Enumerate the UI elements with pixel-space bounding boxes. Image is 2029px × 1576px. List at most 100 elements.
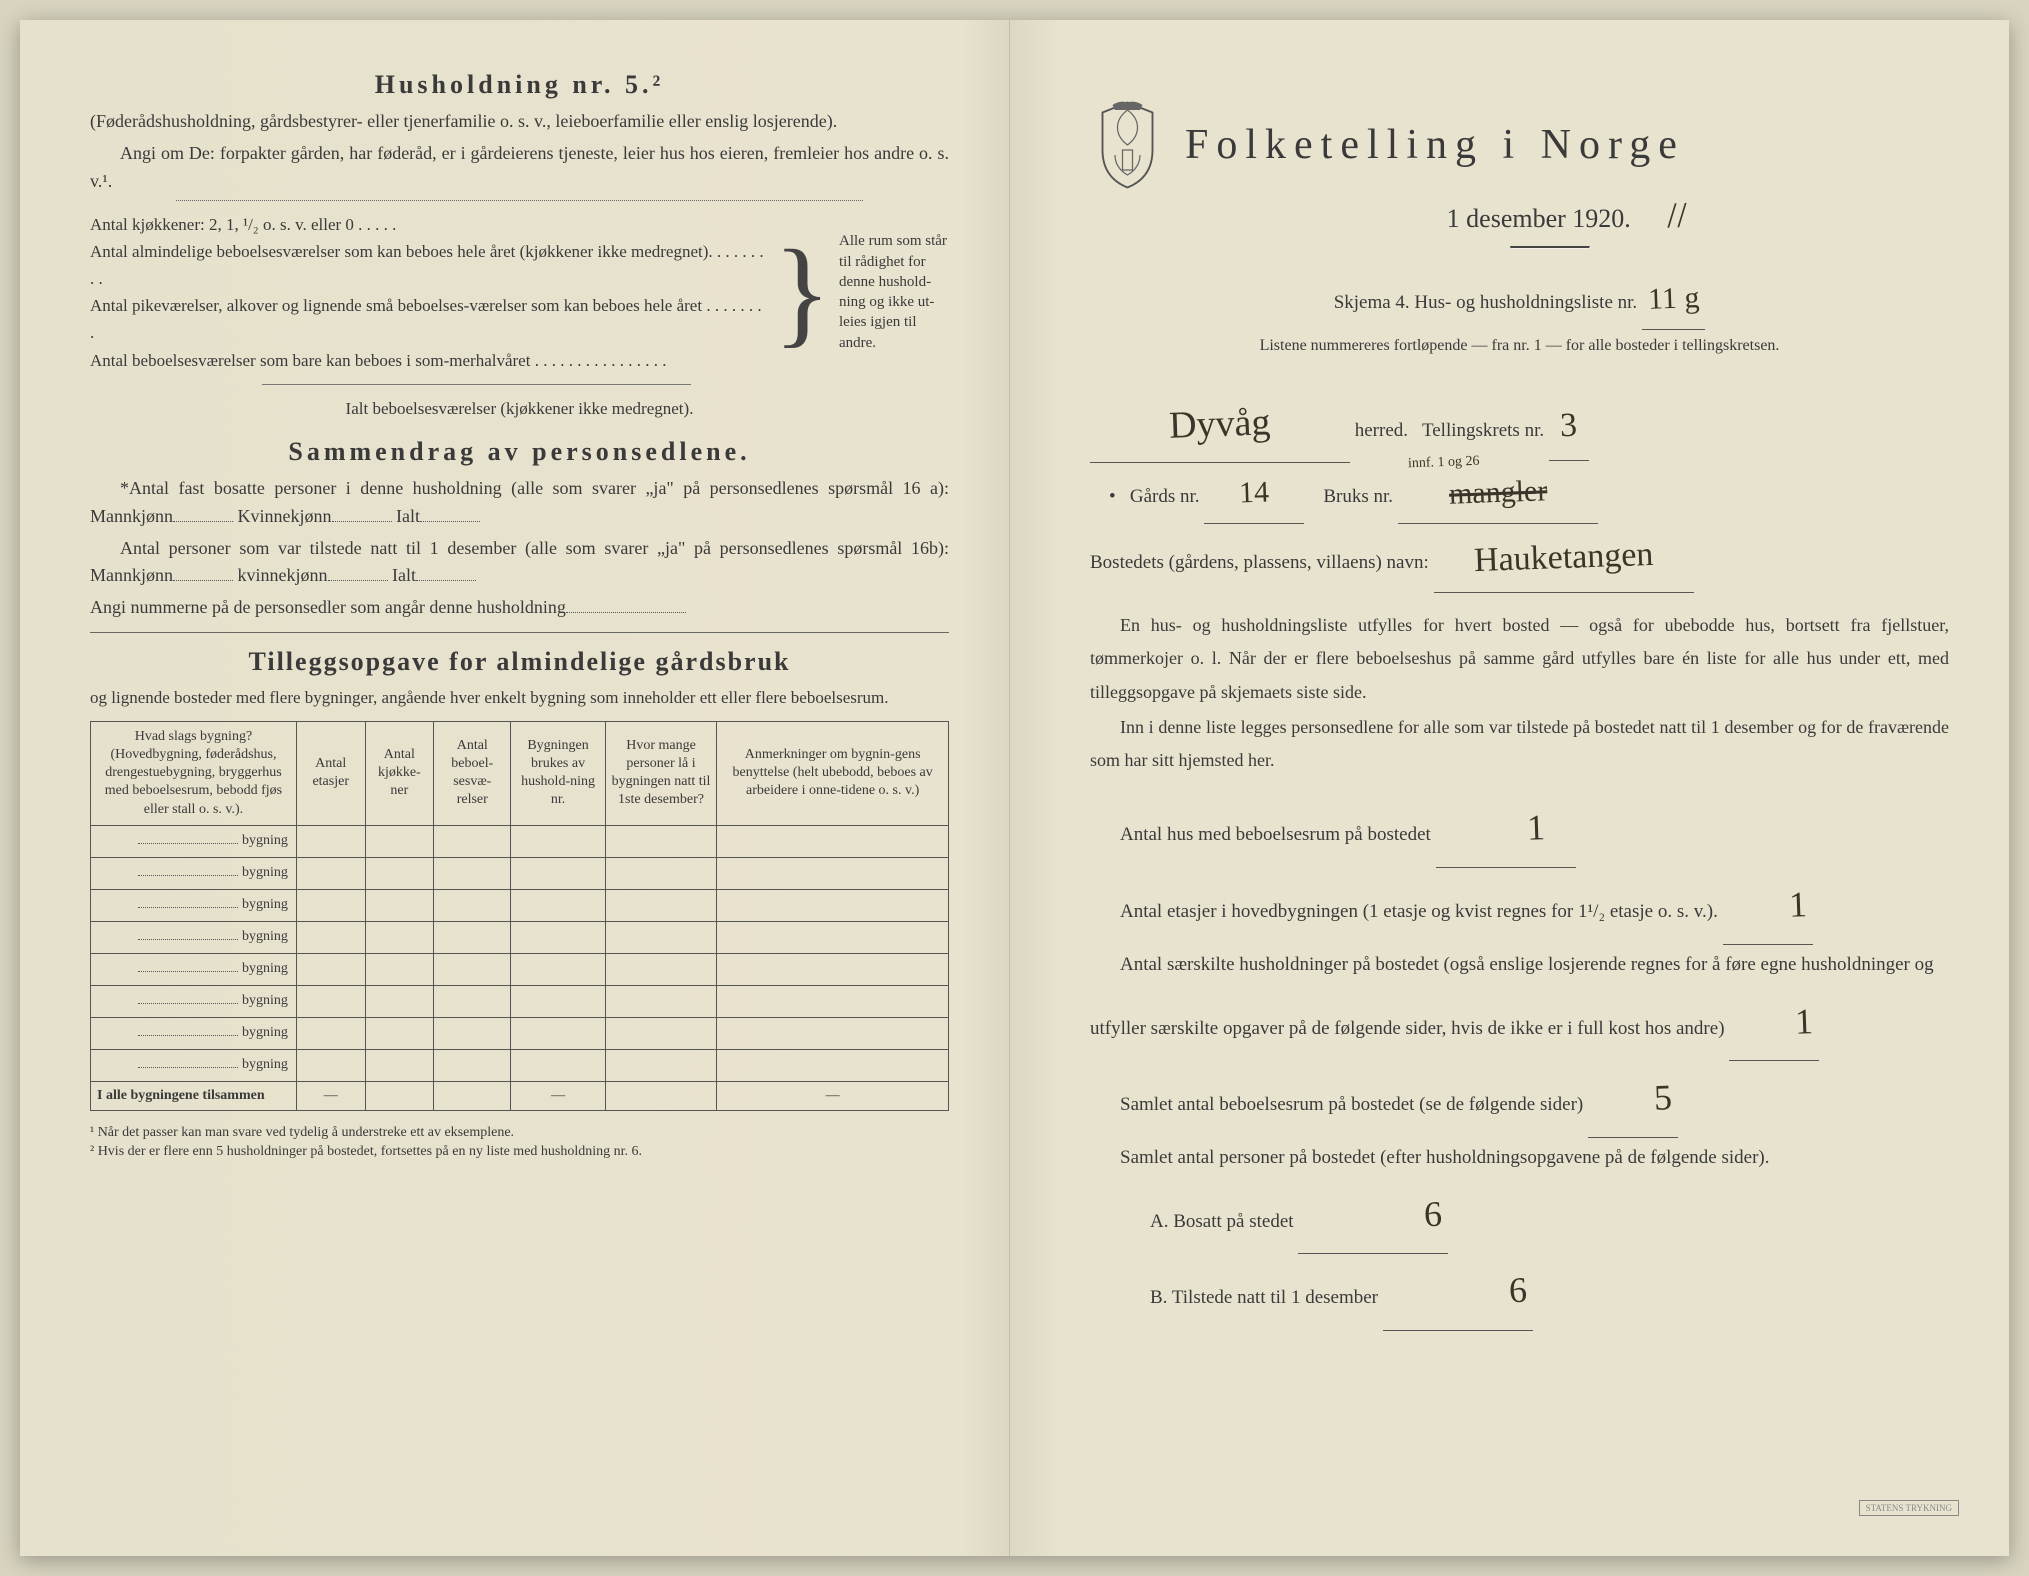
gards-value: 14	[1204, 463, 1304, 524]
table-cell	[511, 953, 605, 985]
husholdning-prompt: Angi om De: forpakter gården, har føderå…	[90, 140, 949, 196]
bygning-label-cell: bygning	[91, 921, 297, 953]
th-2: Antal etasjer	[296, 721, 365, 825]
th-6: Hvor mange personer lå i bygningen natt …	[605, 721, 717, 825]
bygning-label-cell: bygning	[91, 857, 297, 889]
herred-label: herred.	[1355, 420, 1408, 441]
sammen-p1: *Antal fast bosatte personer i denne hus…	[90, 475, 949, 531]
table-cell	[605, 953, 717, 985]
sammen-p3: Angi nummerne på de personsedler som ang…	[90, 594, 949, 622]
curly-brace-icon: }	[765, 238, 839, 346]
blank	[416, 563, 476, 581]
brace-line-1: Antal kjøkkener: 2, 1, ¹/₂ o. s. v. elle…	[90, 211, 765, 238]
table-body: bygningbygningbygningbygningbygningbygni…	[91, 825, 949, 1081]
q4-label: Samlet antal beboelsesrum på bostedet (s…	[1120, 1094, 1583, 1115]
table-cell	[365, 825, 434, 857]
table-cell	[605, 825, 717, 857]
bruks-value: innf. 1 og 26 mangler	[1398, 463, 1598, 524]
section-rule	[90, 632, 949, 633]
left-page: Husholdning nr. 5.² (Føderådshusholdning…	[20, 20, 1010, 1556]
table-cell	[434, 953, 511, 985]
sammendrag-title: Sammendrag av personsedlene.	[90, 437, 949, 467]
sammen-ialt2: Ialt	[392, 565, 416, 585]
skjema-line: Skjema 4. Hus- og husholdningsliste nr. …	[1090, 269, 1949, 330]
th-4: Antal beboel-sesvæ-relser	[434, 721, 511, 825]
table-cell	[511, 825, 605, 857]
title-row: Folketelling i Norge	[1090, 100, 1949, 190]
table-cell	[717, 1049, 949, 1081]
th-3: Antal kjøkke-ner	[365, 721, 434, 825]
total-cell	[605, 1081, 717, 1110]
th-5: Bygningen brukes av hushold-ning nr.	[511, 721, 605, 825]
total-cell	[365, 1081, 434, 1110]
th-1: Hvad slags bygning? (Hovedbygning, føder…	[91, 721, 297, 825]
navn-value: Hauketangen	[1434, 524, 1694, 593]
printer-stamp: STATENS TRYKNING	[1859, 1500, 1959, 1516]
hand-mark: //	[1667, 194, 1688, 237]
q5-line: Samlet antal personer på bostedet (efter…	[1090, 1138, 1949, 1178]
krets-label: Tellingskrets nr.	[1422, 420, 1544, 441]
table-cell	[434, 1049, 511, 1081]
table-row: bygning	[91, 921, 949, 953]
table-cell	[434, 1017, 511, 1049]
table-cell	[365, 921, 434, 953]
ialt-line: Ialt beboelsesværelser (kjøkkener ikke m…	[90, 399, 949, 419]
table-cell	[511, 857, 605, 889]
subtitle: 1 desember 1920. //	[1185, 194, 1949, 236]
q1-label: Antal hus med beboelsesrum på bostedet	[1120, 824, 1431, 845]
brace-line-2: Antal almindelige beboelsesværelser som …	[90, 238, 765, 292]
sum-rule	[262, 384, 692, 385]
bygning-label-cell: bygning	[91, 1017, 297, 1049]
q5b-line: B. Tilstede natt til 1 desember 6	[1090, 1254, 1949, 1331]
bygning-label-cell: bygning	[91, 825, 297, 857]
q5a-line: A. Bosatt på stedet 6	[1090, 1178, 1949, 1255]
listene-note: Listene nummereres fortløpende — fra nr.…	[1090, 330, 1949, 362]
krets-value: 3	[1549, 392, 1589, 461]
table-cell	[296, 1017, 365, 1049]
th-7: Anmerkninger om bygnin-gens benyttelse (…	[717, 721, 949, 825]
herred-line: Dyvåg herred. Tellingskrets nr. 3	[1090, 386, 1949, 463]
brace-note: Alle rum som står til rådighet for denne…	[839, 231, 949, 353]
sammen-ialt: Ialt	[396, 506, 420, 526]
table-cell	[717, 985, 949, 1017]
blank	[420, 504, 480, 522]
q5b-label: B. Tilstede natt til 1 desember	[1150, 1287, 1378, 1308]
tillegg-sub: og lignende bosteder med flere bygninger…	[90, 685, 949, 711]
total-label: I alle bygningene tilsammen	[91, 1081, 297, 1110]
table-cell	[511, 889, 605, 921]
q5a-value: 6	[1298, 1178, 1448, 1255]
blank	[566, 595, 686, 613]
bygning-label-cell: bygning	[91, 953, 297, 985]
husholdning-title: Husholdning nr. 5.²	[90, 70, 949, 100]
table-cell	[434, 921, 511, 953]
table-total-row: I alle bygningene tilsammen — — —	[91, 1081, 949, 1110]
brace-line-3: Antal pikeværelser, alkover og lignende …	[90, 292, 765, 346]
title-rule	[1510, 246, 1590, 249]
body-2: Inn i denne liste legges personsedlene f…	[1090, 711, 1949, 778]
total-dash: —	[717, 1081, 949, 1110]
footnote-2: ² Hvis der er flere enn 5 husholdninger …	[90, 1142, 949, 1162]
right-page: Folketelling i Norge 1 desember 1920. //…	[1010, 20, 2009, 1556]
gards-label: Gårds nr.	[1130, 486, 1200, 507]
table-cell	[717, 1017, 949, 1049]
table-cell	[605, 985, 717, 1017]
blank	[173, 563, 233, 581]
table-header-row: Hvad slags bygning? (Hovedbygning, føder…	[91, 721, 949, 825]
table-cell	[511, 985, 605, 1017]
bruks-label: Bruks nr.	[1323, 486, 1393, 507]
table-row: bygning	[91, 985, 949, 1017]
table-cell	[511, 1049, 605, 1081]
blank	[173, 504, 233, 522]
blank	[332, 504, 392, 522]
table-row: bygning	[91, 1017, 949, 1049]
instructions: En hus- og husholdningsliste utfylles fo…	[1090, 609, 1949, 777]
main-title: Folketelling i Norge	[1185, 121, 1685, 169]
q4-line: Samlet antal beboelsesrum på bostedet (s…	[1090, 1061, 1949, 1138]
skjema-label: Skjema 4. Hus- og husholdningsliste nr.	[1334, 292, 1637, 313]
bygning-label-cell: bygning	[91, 985, 297, 1017]
table-foot: I alle bygningene tilsammen — — —	[91, 1081, 949, 1110]
navn-label: Bostedets (gårdens, plassens, villaens) …	[1090, 552, 1429, 573]
total-dash: —	[511, 1081, 605, 1110]
table-cell	[296, 953, 365, 985]
blank	[328, 563, 388, 581]
